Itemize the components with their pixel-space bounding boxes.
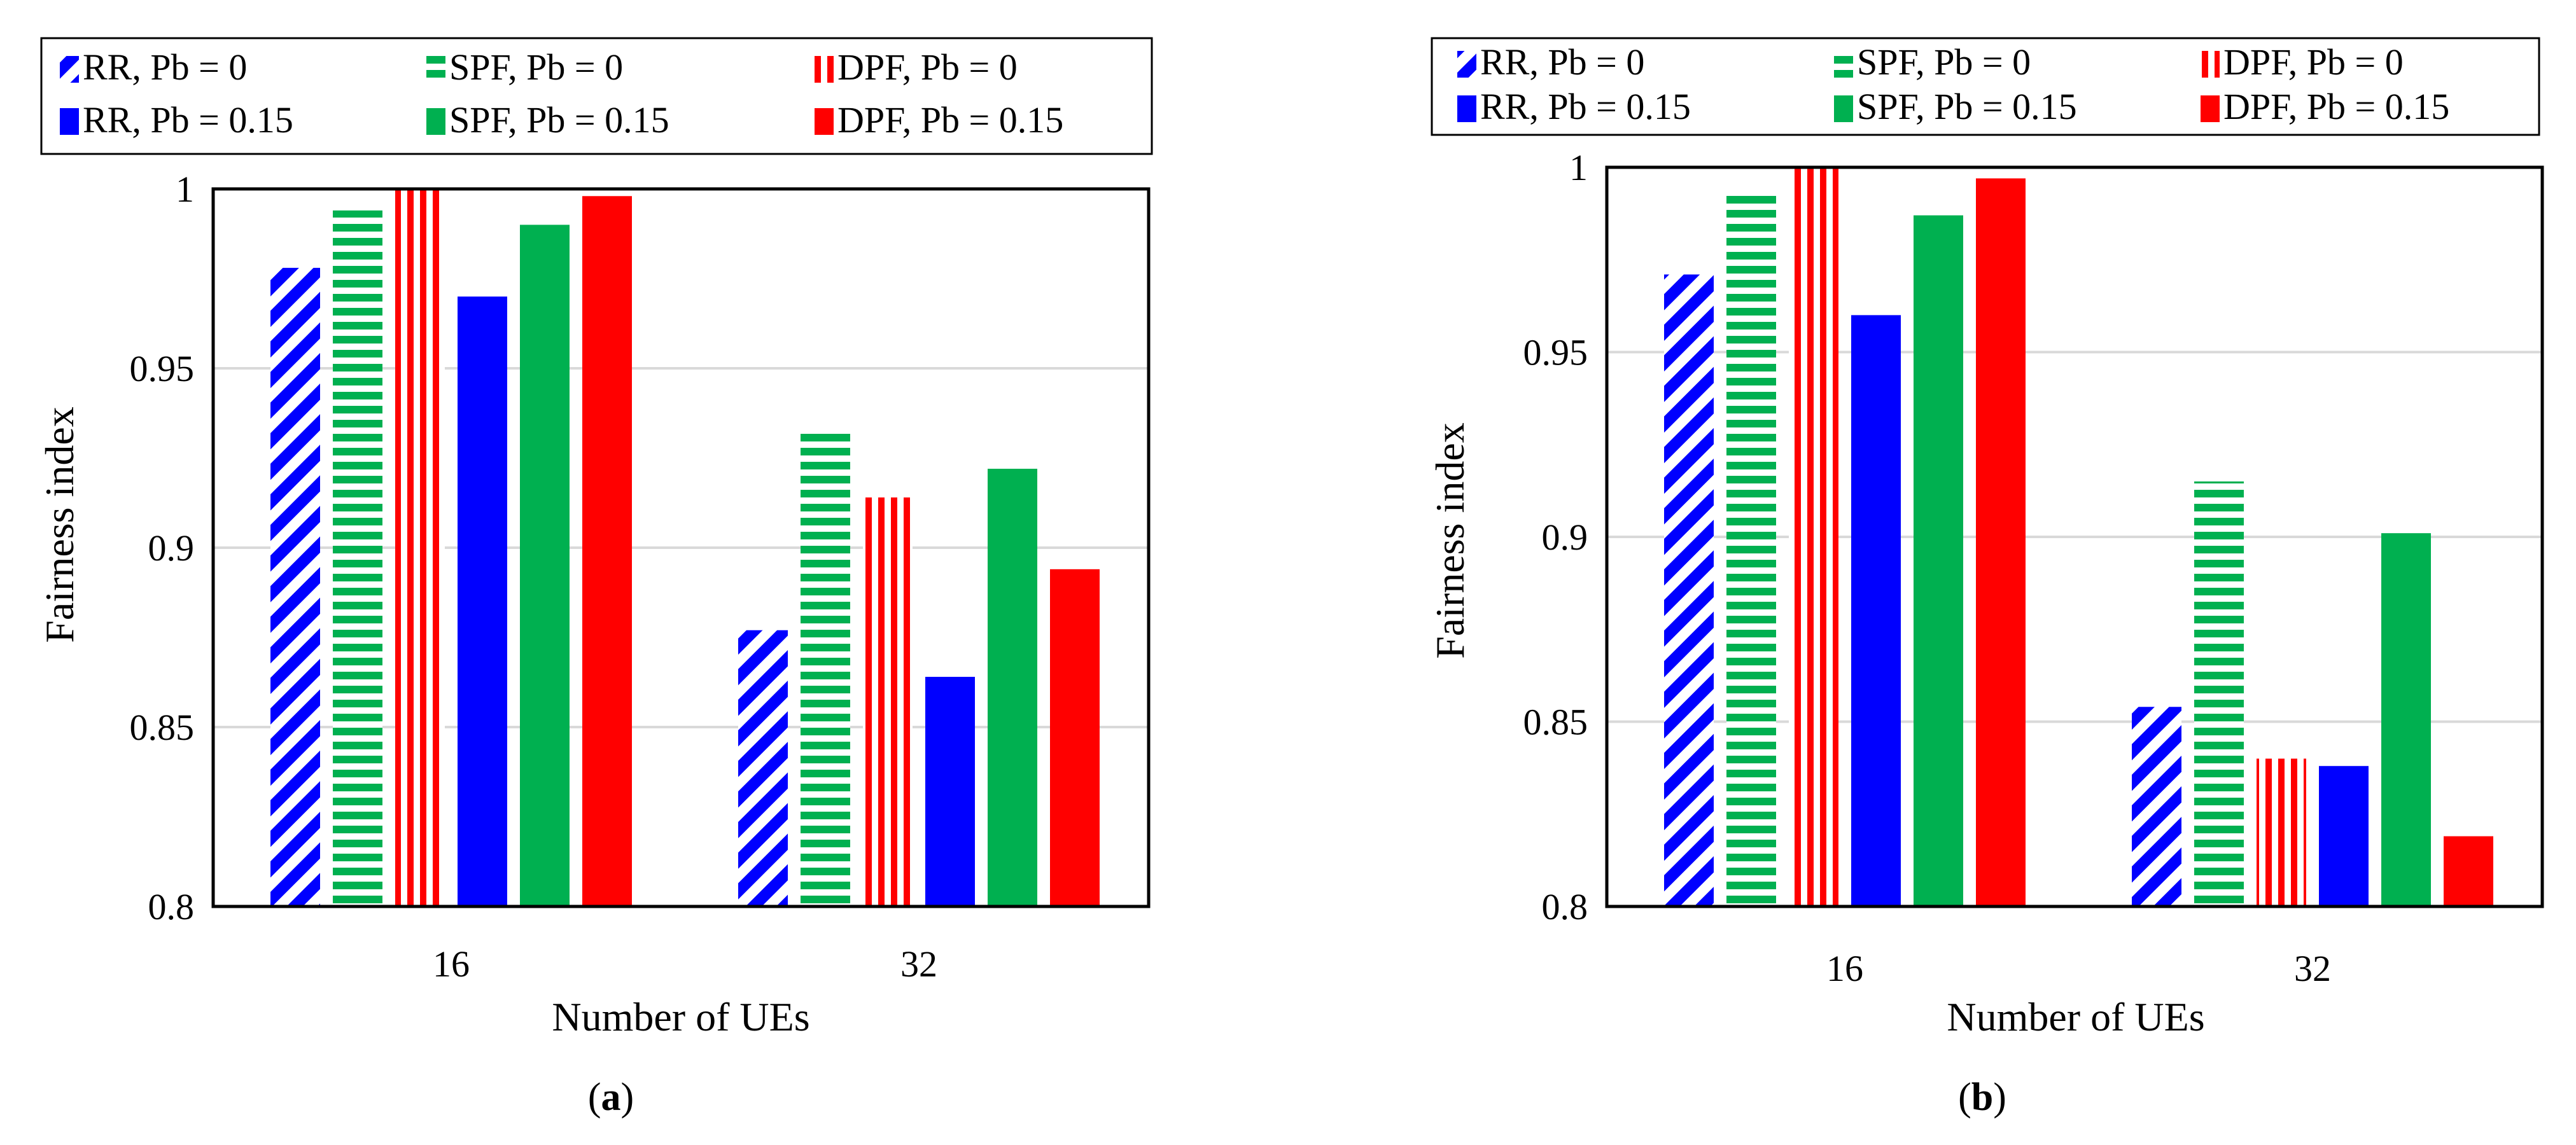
bar-b-dpf0-16 bbox=[1789, 167, 1838, 906]
legend-a-entry-spf0: SPF, Pb = 0 bbox=[426, 46, 623, 88]
legend-b-entry-dpf15: DPF, Pb = 0.15 bbox=[2201, 86, 2449, 127]
panel-a: RR, Pb = 0 SPF, Pb = 0 DPF, Pb = 0 RR, P… bbox=[37, 37, 1153, 1119]
bar-a-dpf15-32 bbox=[1050, 569, 1100, 906]
legend-a-swatch-rr15 bbox=[60, 108, 79, 135]
panel-label-b: (b) bbox=[1958, 1076, 2006, 1119]
bar-a-spf15-16 bbox=[520, 225, 570, 906]
plot-a-bars bbox=[270, 189, 1100, 907]
plot-a-x-ticks: 16 32 bbox=[433, 943, 937, 985]
bar-b-rr15-16 bbox=[1851, 315, 1901, 906]
legend-a-label-spf15: SPF, Pb = 0.15 bbox=[449, 99, 669, 141]
bar-a-spf0-32 bbox=[801, 429, 850, 906]
y-tick-label-a-4: 1 bbox=[176, 169, 194, 210]
legend-a-swatch-rr0 bbox=[60, 56, 79, 83]
bar-b-spf0-16 bbox=[1726, 193, 1776, 906]
svg-text:(a): (a) bbox=[588, 1076, 634, 1119]
bar-b-dpf0-32 bbox=[2257, 758, 2306, 906]
panel-label-b-letter: b bbox=[1971, 1076, 1993, 1119]
legend-b-swatch-rr15 bbox=[1457, 95, 1476, 122]
x-tick-label-b-16: 16 bbox=[1826, 948, 1863, 989]
legend-b-entry-spf0: SPF, Pb = 0 bbox=[1834, 41, 2031, 83]
panel-label-a: (a) bbox=[588, 1076, 634, 1119]
legend-a-label-rr15: RR, Pb = 0.15 bbox=[83, 99, 293, 141]
legend-b-swatch-dpf15 bbox=[2201, 95, 2220, 122]
bar-b-spf15-32 bbox=[2381, 533, 2431, 906]
legend-b-frame bbox=[1431, 37, 2540, 136]
y-tick-label-b-4: 1 bbox=[1569, 147, 1588, 188]
bar-a-spf0-16 bbox=[333, 210, 382, 907]
legend-a-swatch-spf15 bbox=[426, 108, 445, 135]
legend-b-label-dpf0: DPF, Pb = 0 bbox=[2223, 41, 2404, 83]
legend-a-entry-dpf15: DPF, Pb = 0.15 bbox=[815, 99, 1063, 141]
legend-a-swatch-dpf15 bbox=[815, 108, 834, 135]
legend-b-swatch-spf0 bbox=[1834, 51, 1853, 78]
legend-b: RR, Pb = 0 SPF, Pb = 0 DPF, Pb = 0 RR, P… bbox=[1431, 37, 2540, 136]
legend-b-label-rr15: RR, Pb = 0.15 bbox=[1480, 86, 1691, 127]
legend-b-swatch-spf15 bbox=[1834, 95, 1853, 122]
y-axis-label-a: Fairness index bbox=[37, 406, 82, 643]
bar-a-dpf0-16 bbox=[395, 189, 445, 906]
legend-b-swatch-dpf0 bbox=[2201, 51, 2220, 78]
plot-b-bars bbox=[1664, 167, 2493, 907]
bar-a-rr15-32 bbox=[925, 677, 975, 906]
legend-a-entry-spf15: SPF, Pb = 0.15 bbox=[426, 99, 669, 141]
y-tick-label-b-3: 0.95 bbox=[1523, 332, 1588, 373]
panel-label-a-letter: a bbox=[601, 1076, 621, 1119]
bar-a-spf15-32 bbox=[988, 468, 1037, 906]
y-tick-label-a-3: 0.95 bbox=[130, 348, 195, 389]
legend-a-frame bbox=[40, 37, 1153, 155]
legend-a-entry-rr0: RR, Pb = 0 bbox=[60, 46, 247, 88]
bar-b-rr15-32 bbox=[2319, 766, 2369, 906]
legend-a-label-spf0: SPF, Pb = 0 bbox=[449, 46, 623, 88]
x-tick-label-b-32: 32 bbox=[2294, 948, 2331, 989]
y-tick-label-b-1: 0.85 bbox=[1523, 702, 1588, 743]
legend-a-entry-dpf0: DPF, Pb = 0 bbox=[815, 46, 1018, 88]
legend-b-entry-dpf0: DPF, Pb = 0 bbox=[2201, 41, 2404, 83]
legend-a-label-dpf15: DPF, Pb = 0.15 bbox=[837, 99, 1063, 141]
bar-a-rr15-16 bbox=[458, 296, 507, 906]
legend-a-swatch-dpf0 bbox=[815, 56, 834, 83]
x-axis-label-b: Number of UEs bbox=[1947, 994, 2204, 1039]
y-axis-label-b: Fairness index bbox=[1427, 422, 1473, 659]
plot-a-frame bbox=[211, 187, 1151, 908]
bar-b-rr0-32 bbox=[2132, 707, 2181, 906]
legend-b-label-dpf15: DPF, Pb = 0.15 bbox=[2223, 86, 2449, 127]
legend-b-entry-rr15: RR, Pb = 0.15 bbox=[1457, 86, 1691, 127]
legend-b-entry-spf15: SPF, Pb = 0.15 bbox=[1834, 86, 2077, 127]
x-tick-label-a-32: 32 bbox=[900, 943, 937, 985]
legend-b-label-spf15: SPF, Pb = 0.15 bbox=[1857, 86, 2077, 127]
panel-b: RR, Pb = 0 SPF, Pb = 0 DPF, Pb = 0 RR, P… bbox=[1427, 37, 2544, 1119]
legend-a-swatch-spf0 bbox=[426, 56, 445, 83]
bar-a-dpf15-16 bbox=[582, 196, 632, 906]
plot-b-y-ticks: 0.8 0.85 0.9 0.95 1 bbox=[1523, 147, 1588, 927]
bar-b-dpf15-32 bbox=[2444, 836, 2493, 906]
bar-a-rr0-16 bbox=[270, 268, 320, 907]
legend-b-label-spf0: SPF, Pb = 0 bbox=[1857, 41, 2031, 83]
y-tick-label-a-2: 0.9 bbox=[148, 527, 195, 569]
legend-b-swatch-rr0 bbox=[1457, 51, 1476, 78]
x-tick-label-a-16: 16 bbox=[433, 943, 470, 985]
legend-a-entry-rr15: RR, Pb = 0.15 bbox=[60, 99, 293, 141]
plot-a-y-ticks: 0.8 0.85 0.9 0.95 1 bbox=[130, 169, 195, 927]
y-tick-label-a-0: 0.8 bbox=[148, 886, 195, 927]
legend-b-label-rr0: RR, Pb = 0 bbox=[1480, 41, 1644, 83]
bar-b-dpf15-16 bbox=[1976, 178, 2026, 907]
svg-text:(b): (b) bbox=[1958, 1076, 2006, 1119]
legend-b-entry-rr0: RR, Pb = 0 bbox=[1457, 41, 1644, 83]
bar-a-rr0-32 bbox=[738, 630, 788, 906]
y-tick-label-b-2: 0.9 bbox=[1542, 517, 1588, 558]
legend-a: RR, Pb = 0 SPF, Pb = 0 DPF, Pb = 0 RR, P… bbox=[40, 37, 1153, 155]
bar-b-rr0-16 bbox=[1664, 274, 1714, 906]
plot-b-frame bbox=[1605, 165, 2544, 908]
y-tick-label-b-0: 0.8 bbox=[1542, 886, 1588, 927]
legend-a-label-rr0: RR, Pb = 0 bbox=[83, 46, 247, 88]
bar-a-dpf0-32 bbox=[863, 497, 913, 906]
legend-a-label-dpf0: DPF, Pb = 0 bbox=[837, 46, 1018, 88]
bar-b-spf0-32 bbox=[2194, 481, 2244, 906]
bar-b-spf15-16 bbox=[1914, 215, 1963, 906]
y-tick-label-a-1: 0.85 bbox=[130, 707, 195, 748]
plot-b-x-ticks: 16 32 bbox=[1826, 948, 2331, 989]
x-axis-label-a: Number of UEs bbox=[552, 994, 809, 1039]
